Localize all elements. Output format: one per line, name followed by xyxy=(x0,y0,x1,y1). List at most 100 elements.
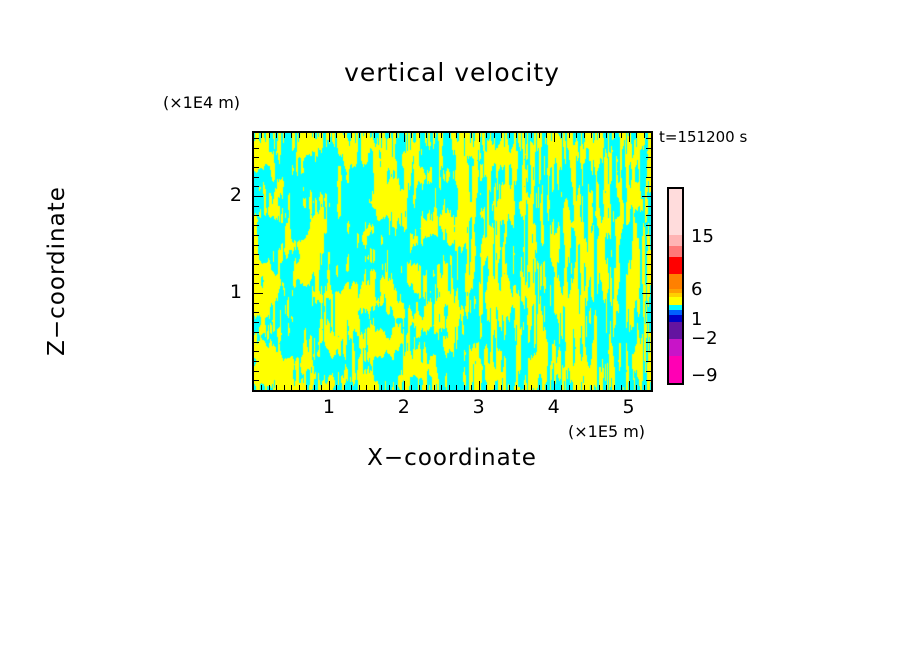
heatmap-plot-area xyxy=(252,131,653,392)
x-tick-label: 1 xyxy=(322,396,335,418)
colorbar-band xyxy=(669,235,682,246)
colorbar-band xyxy=(669,310,682,315)
x-tick-bottom xyxy=(584,385,585,390)
y-tick-left xyxy=(254,351,259,352)
colorbar-band xyxy=(669,189,682,235)
x-tick-bottom xyxy=(621,385,622,390)
y-tick-left xyxy=(254,186,259,187)
x-axis-title: X−coordinate xyxy=(367,445,537,471)
x-tick-top xyxy=(554,133,555,142)
x-tick-bottom xyxy=(644,385,645,390)
x-tick-label: 2 xyxy=(397,396,410,418)
x-tick-bottom xyxy=(261,385,262,390)
x-tick-bottom xyxy=(276,385,277,390)
x-tick-bottom xyxy=(374,385,375,390)
x-tick-top xyxy=(486,133,487,138)
x-tick-top xyxy=(344,133,345,138)
x-tick-bottom xyxy=(344,385,345,390)
y-tick-right xyxy=(642,293,651,294)
x-tick-top xyxy=(306,133,307,138)
colorbar-band xyxy=(669,289,682,293)
colorbar xyxy=(667,187,684,385)
x-tick-bottom xyxy=(434,385,435,390)
vertical-velocity-field xyxy=(254,133,651,390)
x-tick-top xyxy=(419,133,420,138)
x-tick-bottom xyxy=(464,385,465,390)
x-tick-top xyxy=(284,133,285,138)
x-tick-top xyxy=(591,133,592,138)
y-tick-left xyxy=(254,303,259,304)
y-tick-left xyxy=(254,322,259,323)
x-tick-top xyxy=(629,133,630,142)
x-tick-top xyxy=(621,133,622,138)
x-tick-bottom xyxy=(629,381,630,390)
y-tick-right xyxy=(646,215,651,216)
colorbar-band xyxy=(669,305,682,310)
x-tick-top xyxy=(509,133,510,138)
x-tick-top xyxy=(314,133,315,138)
x-tick-top xyxy=(569,133,570,138)
x-tick-bottom xyxy=(591,385,592,390)
y-tick-right xyxy=(646,332,651,333)
x-tick-top xyxy=(584,133,585,138)
x-tick-top xyxy=(359,133,360,138)
x-tick-top xyxy=(381,133,382,138)
x-tick-bottom xyxy=(636,385,637,390)
y-tick-right xyxy=(646,235,651,236)
y-tick-right xyxy=(646,148,651,149)
x-tick-bottom xyxy=(606,385,607,390)
x-tick-top xyxy=(576,133,577,138)
x-tick-bottom xyxy=(524,385,525,390)
x-tick-bottom xyxy=(509,385,510,390)
y-tick-left xyxy=(254,371,259,372)
y-tick-left xyxy=(254,215,259,216)
x-tick-top xyxy=(614,133,615,138)
x-tick-top xyxy=(561,133,562,138)
x-tick-top xyxy=(494,133,495,138)
colorbar-band xyxy=(669,246,682,257)
x-tick-bottom xyxy=(426,385,427,390)
x-tick-bottom xyxy=(531,385,532,390)
x-tick-top xyxy=(606,133,607,138)
y-tick-right xyxy=(646,245,651,246)
x-tick-bottom xyxy=(389,385,390,390)
x-tick-bottom xyxy=(486,385,487,390)
colorbar-band xyxy=(669,322,682,339)
x-tick-bottom xyxy=(321,385,322,390)
y-tick-left xyxy=(254,361,259,362)
x-tick-bottom xyxy=(614,385,615,390)
page-title: vertical velocity xyxy=(344,58,560,87)
y-tick-left xyxy=(254,177,259,178)
x-tick-bottom xyxy=(404,381,405,390)
x-tick-top xyxy=(411,133,412,138)
colorbar-band xyxy=(669,293,682,297)
y-tick-left xyxy=(254,283,259,284)
x-tick-top xyxy=(426,133,427,138)
y-tick-label: 1 xyxy=(229,281,242,304)
x-tick-bottom xyxy=(366,385,367,390)
x-tick-bottom xyxy=(269,385,270,390)
y-tick-right xyxy=(646,157,651,158)
x-tick-top xyxy=(291,133,292,138)
y-tick-right xyxy=(646,361,651,362)
y-tick-right xyxy=(646,186,651,187)
y-tick-right xyxy=(646,254,651,255)
x-tick-bottom xyxy=(501,385,502,390)
y-tick-right xyxy=(646,206,651,207)
y-tick-left xyxy=(254,235,259,236)
x-tick-bottom xyxy=(546,385,547,390)
colorbar-tick-label: 1 xyxy=(691,309,703,330)
y-tick-right xyxy=(646,283,651,284)
y-tick-right xyxy=(646,274,651,275)
x-axis-unit-label: (×1E5 m) xyxy=(568,422,646,441)
x-tick-bottom xyxy=(284,385,285,390)
x-tick-top xyxy=(329,133,330,142)
y-tick-right xyxy=(646,380,651,381)
x-tick-top xyxy=(276,133,277,138)
x-tick-top xyxy=(524,133,525,138)
x-tick-top xyxy=(299,133,300,138)
y-tick-left xyxy=(254,332,259,333)
y-tick-left xyxy=(254,274,259,275)
colorbar-tick-label: 15 xyxy=(691,226,714,247)
x-tick-top xyxy=(336,133,337,138)
